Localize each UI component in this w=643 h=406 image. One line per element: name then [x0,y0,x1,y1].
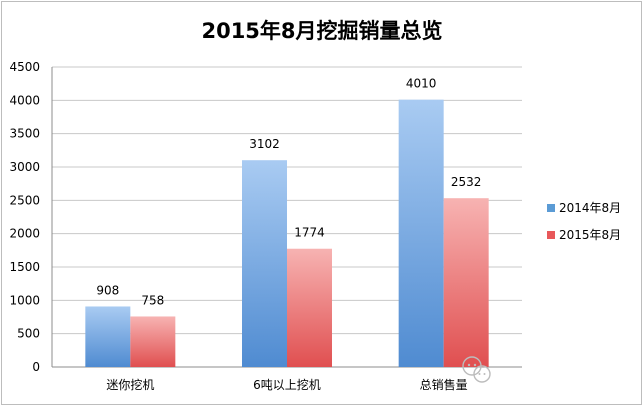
y-tick-label: 2500 [9,193,40,207]
y-tick-label: 3000 [9,160,40,174]
bar [443,198,489,367]
legend: 2014年8月 2015年8月 [547,201,621,242]
data-label: 908 [96,283,119,297]
legend-swatch [547,204,555,212]
data-label: 1774 [294,226,325,240]
y-axis: 0 500 1000 1500 2000 2500 3000 3500 4000 4500 [9,60,53,374]
legend-label: 2015年8月 [559,228,621,242]
bar [398,99,444,368]
legend-label: 2014年8月 [559,201,621,215]
y-tick-label: 4500 [9,60,40,74]
y-tick-label: 2000 [9,227,40,241]
x-axis: 迷你挖机 6吨以上挖机 总销售量 [106,377,467,392]
x-tick-label: 总销售量 [420,377,468,392]
data-labels: 908 758 3102 1774 4010 2532 [96,77,481,308]
bar [287,248,332,367]
bar [85,306,131,367]
legend-swatch [547,231,555,239]
y-tick-label: 3500 [9,127,40,141]
data-label: 758 [141,293,164,307]
y-tick-label: 1500 [9,260,40,274]
y-tick-label: 0 [32,360,40,374]
wechat-icon [462,356,491,383]
y-tick-label: 500 [17,327,40,341]
bar-series [85,99,489,368]
x-tick-label: 迷你挖机 [106,377,154,392]
bar [242,160,287,367]
data-label: 3102 [249,137,280,151]
x-tick-label: 6吨以上挖机 [253,377,321,392]
y-tick-label: 4000 [9,93,40,107]
y-tick-label: 1000 [9,293,40,307]
data-label: 4010 [406,77,437,91]
chart-title: 2015年8月挖掘销量总览 [201,19,442,43]
data-label: 2532 [451,175,482,189]
bar [130,316,176,367]
